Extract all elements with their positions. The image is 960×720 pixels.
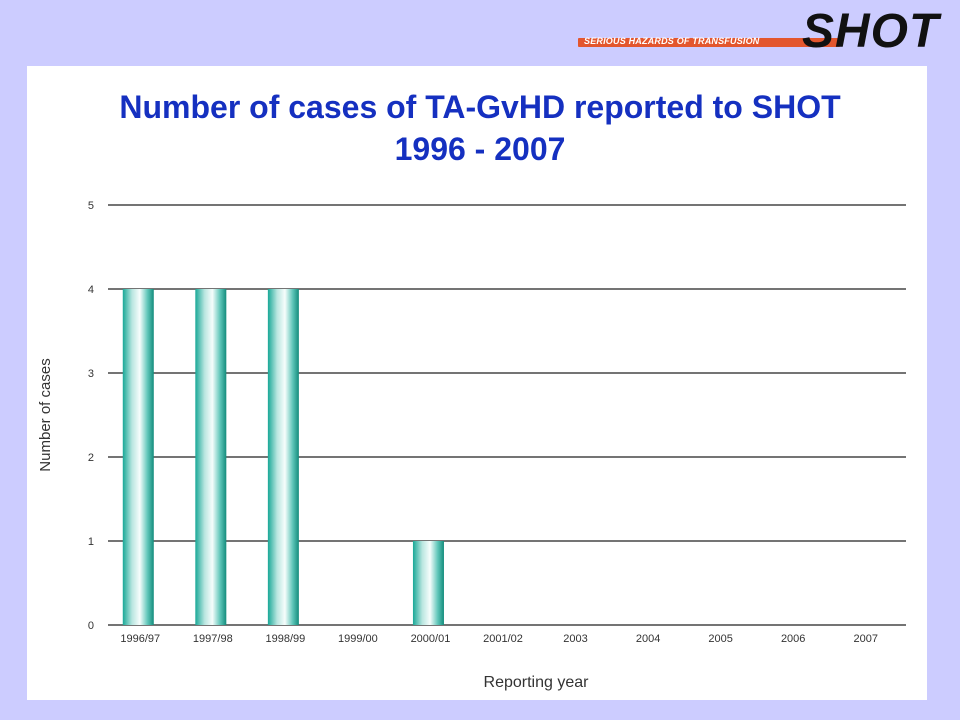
y-tick-label: 5: [88, 200, 94, 212]
y-tick-label: 1: [88, 536, 94, 548]
logo-bar: [578, 38, 840, 47]
y-tick-label: 4: [88, 284, 94, 296]
y-tick-label: 2: [88, 452, 94, 464]
x-tick-label: 2005: [708, 633, 732, 645]
chart-title-line2: 1996 - 2007: [394, 131, 566, 167]
x-tick-label: 1996/97: [120, 633, 160, 645]
bar-1998/99: [267, 289, 299, 625]
x-tick-label: 2006: [781, 633, 805, 645]
bar-2000/01: [412, 541, 444, 625]
y-tick-label: 3: [88, 368, 94, 380]
y-tick-label: 0: [88, 620, 94, 632]
x-tick-label: 1998/99: [265, 633, 305, 645]
x-axis-label: Reporting year: [484, 674, 590, 691]
bars: [122, 289, 444, 625]
x-tick-label: 2003: [563, 633, 587, 645]
logo-wordmark: SHOT: [802, 5, 940, 58]
x-tick-label: 1997/98: [193, 633, 233, 645]
bar-chart: 0 1 2 3 4 5 1996/97 1997/98 1998/99 1999/00 2000/…: [37, 200, 906, 691]
x-tick-label: 2001/02: [483, 633, 523, 645]
x-tick-label: 2000/01: [411, 633, 451, 645]
x-tick-label: 1999/00: [338, 633, 378, 645]
slide-canvas: [27, 66, 927, 700]
x-tick-label: 2007: [853, 633, 877, 645]
x-tick-labels: 1996/97 1997/98 1998/99 1999/00 2000/01 2001/…: [120, 633, 878, 645]
y-tick-labels: 0 1 2 3 4 5: [88, 200, 94, 632]
x-tick-label: 2004: [636, 633, 660, 645]
chart-title-line1: Number of cases of TA-GvHD reported to S…: [119, 89, 841, 125]
shot-logo: SERIOUS HAZARDS OF TRANSFUSION SHOT: [572, 5, 952, 60]
logo-tagline: SERIOUS HAZARDS OF TRANSFUSION: [584, 36, 760, 46]
bar-1996/97: [122, 289, 154, 625]
y-axis-label: Number of cases: [37, 358, 54, 471]
chart-title: Number of cases of TA-GvHD reported to S…: [0, 86, 960, 170]
gridlines: [108, 204, 906, 626]
bar-1997/98: [195, 289, 227, 625]
